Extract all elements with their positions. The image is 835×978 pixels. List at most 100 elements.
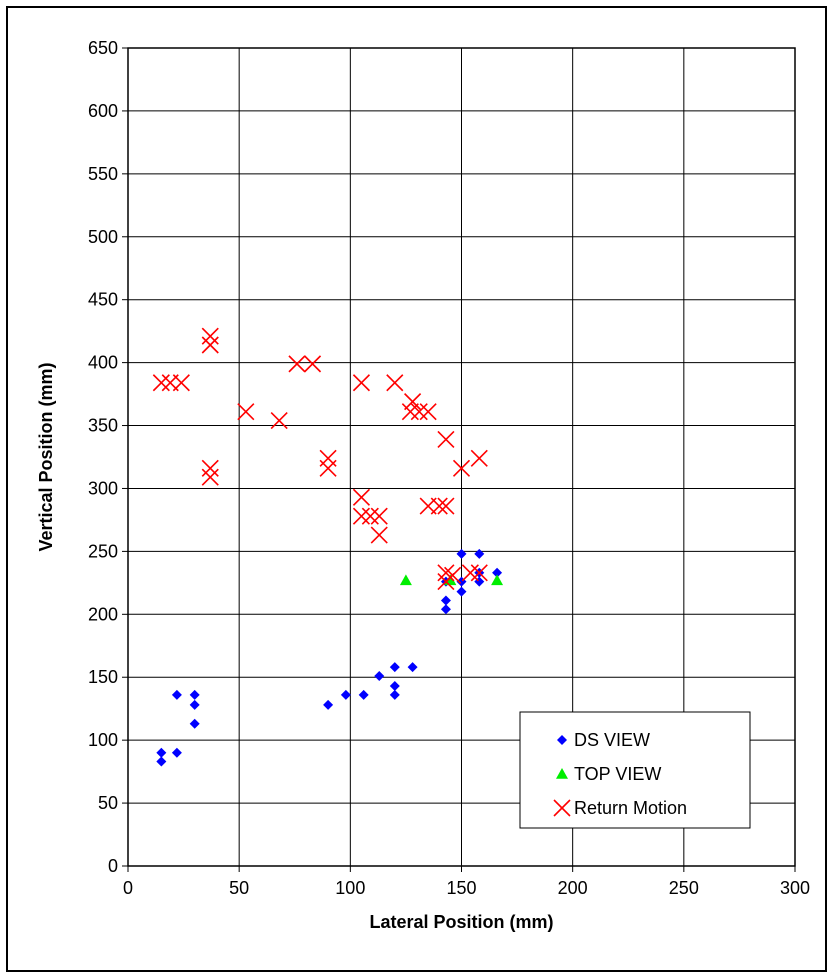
point-return-motion xyxy=(319,459,337,477)
point-return-motion xyxy=(352,374,371,392)
point-ds-view xyxy=(389,681,400,692)
legend-item-top-view: TOP VIEW xyxy=(556,764,661,784)
x-stroke xyxy=(430,497,448,515)
y-tick-label: 150 xyxy=(88,667,118,687)
point-return-motion xyxy=(352,488,371,506)
axis-ticks: 0 50 100 150 200 250 300 350 400 450 500 550 600 650 0… xyxy=(88,38,810,898)
legend-marker-return-motion xyxy=(553,799,571,817)
point-return-motion xyxy=(288,355,306,373)
point-return-motion xyxy=(201,459,219,477)
legend-symbol-ds-view xyxy=(557,735,567,745)
y-tick-label: 0 xyxy=(108,856,118,876)
x-stroke xyxy=(470,449,488,467)
y-tick-label: 400 xyxy=(88,353,118,373)
point-return-motion xyxy=(419,403,437,421)
point-ds-view xyxy=(358,689,369,700)
x-stroke xyxy=(201,459,219,477)
point-return-motion xyxy=(152,374,170,392)
point-ds-view xyxy=(156,747,167,758)
legend: DS VIEW TOP VIEW Return Motion xyxy=(519,711,751,829)
legend-label-top-view: TOP VIEW xyxy=(574,764,661,784)
x-tick-label: 50 xyxy=(229,878,249,898)
x-stroke xyxy=(452,459,471,477)
x-stroke xyxy=(386,374,404,392)
x-stroke xyxy=(361,507,379,525)
x-tick-label: 0 xyxy=(123,878,133,898)
x-stroke xyxy=(319,449,337,467)
point-return-motion xyxy=(352,507,371,525)
legend-item-ds-view: DS VIEW xyxy=(557,730,650,750)
point-ds-view xyxy=(189,699,200,710)
point-ds-view xyxy=(456,586,467,597)
point-ds-view xyxy=(407,662,418,673)
legend-marker-top-view xyxy=(556,768,568,779)
x-stroke xyxy=(303,355,322,373)
point-return-motion xyxy=(461,564,479,582)
point-return-motion xyxy=(452,459,471,477)
x-stroke xyxy=(172,374,190,392)
point-ds-view xyxy=(189,718,200,729)
legend-label-ds-view: DS VIEW xyxy=(574,730,650,750)
x-tick-label: 150 xyxy=(446,878,476,898)
x-stroke xyxy=(201,336,219,354)
point-return-motion xyxy=(470,564,488,582)
point-return-motion xyxy=(237,403,255,421)
x-stroke xyxy=(201,327,219,345)
x-stroke xyxy=(437,430,455,448)
point-return-motion xyxy=(437,497,455,515)
point-ds-view xyxy=(440,595,451,606)
x-stroke xyxy=(152,374,170,392)
point-ds-view xyxy=(440,604,451,615)
x-stroke xyxy=(201,468,219,486)
x-stroke xyxy=(370,507,388,525)
legend-box xyxy=(519,711,751,829)
x-stroke xyxy=(270,411,288,430)
x-axis-title: Lateral Position (mm) xyxy=(369,912,553,932)
legend-marker-ds-view xyxy=(557,735,567,745)
y-tick-label: 650 xyxy=(88,38,118,58)
point-top-view xyxy=(491,574,504,586)
point-ds-view xyxy=(189,689,200,700)
point-return-motion xyxy=(370,507,388,525)
point-return-motion xyxy=(444,566,462,584)
x-tick-label: 250 xyxy=(669,878,699,898)
point-return-motion xyxy=(410,403,428,421)
point-ds-view xyxy=(389,662,400,673)
point-return-motion xyxy=(361,507,379,525)
point-return-motion xyxy=(404,393,422,411)
point-return-motion xyxy=(270,411,288,430)
point-ds-view xyxy=(456,548,467,559)
x-stroke xyxy=(553,799,571,817)
x-tick-label: 100 xyxy=(335,878,365,898)
x-stroke xyxy=(404,393,422,411)
point-return-motion xyxy=(437,430,455,448)
legend-label-return-motion: Return Motion xyxy=(574,798,687,818)
y-axis-title: Vertical Position (mm) xyxy=(36,362,56,551)
x-stroke xyxy=(370,526,388,544)
point-return-motion xyxy=(201,468,219,486)
point-return-motion xyxy=(370,526,388,544)
x-stroke xyxy=(461,564,479,582)
x-stroke xyxy=(410,403,428,421)
point-return-motion xyxy=(430,497,448,515)
x-stroke xyxy=(288,355,306,373)
legend-item-return-motion: Return Motion xyxy=(553,798,687,818)
point-return-motion xyxy=(201,327,219,345)
y-tick-label: 450 xyxy=(88,290,118,310)
x-stroke xyxy=(437,497,455,515)
point-ds-view xyxy=(323,699,334,710)
point-ds-view xyxy=(474,548,485,559)
legend-symbol-top-view xyxy=(556,768,568,779)
point-top-view xyxy=(399,574,412,586)
point-return-motion xyxy=(470,449,488,467)
point-ds-view xyxy=(374,670,385,681)
data-points xyxy=(152,327,504,767)
point-ds-view xyxy=(340,689,351,700)
point-ds-view xyxy=(389,689,400,700)
point-return-motion xyxy=(201,336,219,354)
y-tick-label: 350 xyxy=(88,416,118,436)
point-return-motion xyxy=(386,374,404,392)
x-tick-label: 200 xyxy=(558,878,588,898)
point-return-motion xyxy=(437,564,455,582)
